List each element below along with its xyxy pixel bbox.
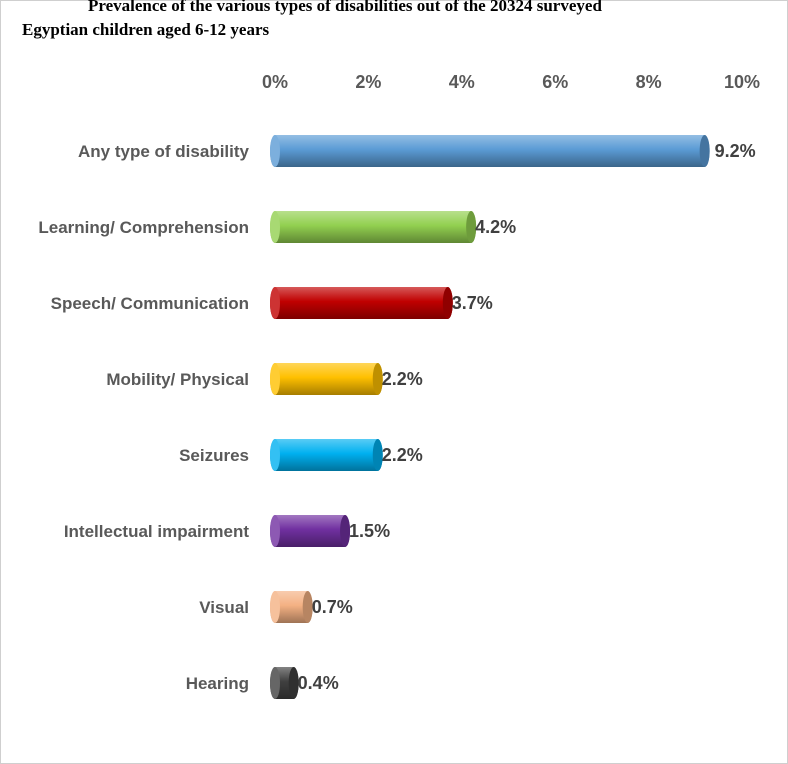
category-label: Seizures: [179, 446, 249, 465]
x-tick-label: 10%: [724, 72, 760, 92]
data-label: 0.7%: [312, 597, 353, 617]
data-label: 4.2%: [475, 217, 516, 237]
bar: [270, 211, 477, 243]
bar: [270, 591, 313, 623]
bar: [270, 287, 453, 319]
category-label: Hearing: [186, 674, 249, 693]
chart-title-line-2: Egyptian children aged 6-12 years: [22, 20, 270, 39]
x-tick-label: 4%: [449, 72, 475, 92]
category-label: Intellectual impairment: [64, 522, 249, 541]
bar: [270, 363, 383, 395]
x-tick-label: 6%: [542, 72, 568, 92]
data-label: 3.7%: [452, 293, 493, 313]
x-tick-label: 8%: [636, 72, 662, 92]
bar: [270, 439, 383, 471]
x-tick-label: 0%: [262, 72, 288, 92]
category-label: Speech/ Communication: [51, 294, 249, 313]
bar: [270, 515, 351, 547]
bar: [270, 135, 710, 167]
bar: [270, 667, 299, 699]
data-label: 1.5%: [349, 521, 390, 541]
chart-title-line-1: Prevalence of the various types of disab…: [88, 0, 602, 15]
data-label: 2.2%: [382, 369, 423, 389]
category-label: Visual: [199, 598, 249, 617]
data-label: 0.4%: [298, 673, 339, 693]
category-label: Mobility/ Physical: [106, 370, 249, 389]
category-label: Any type of disability: [78, 142, 250, 161]
data-label: 9.2%: [715, 141, 756, 161]
x-tick-label: 2%: [355, 72, 381, 92]
data-label: 2.2%: [382, 445, 423, 465]
category-label: Learning/ Comprehension: [38, 218, 249, 237]
